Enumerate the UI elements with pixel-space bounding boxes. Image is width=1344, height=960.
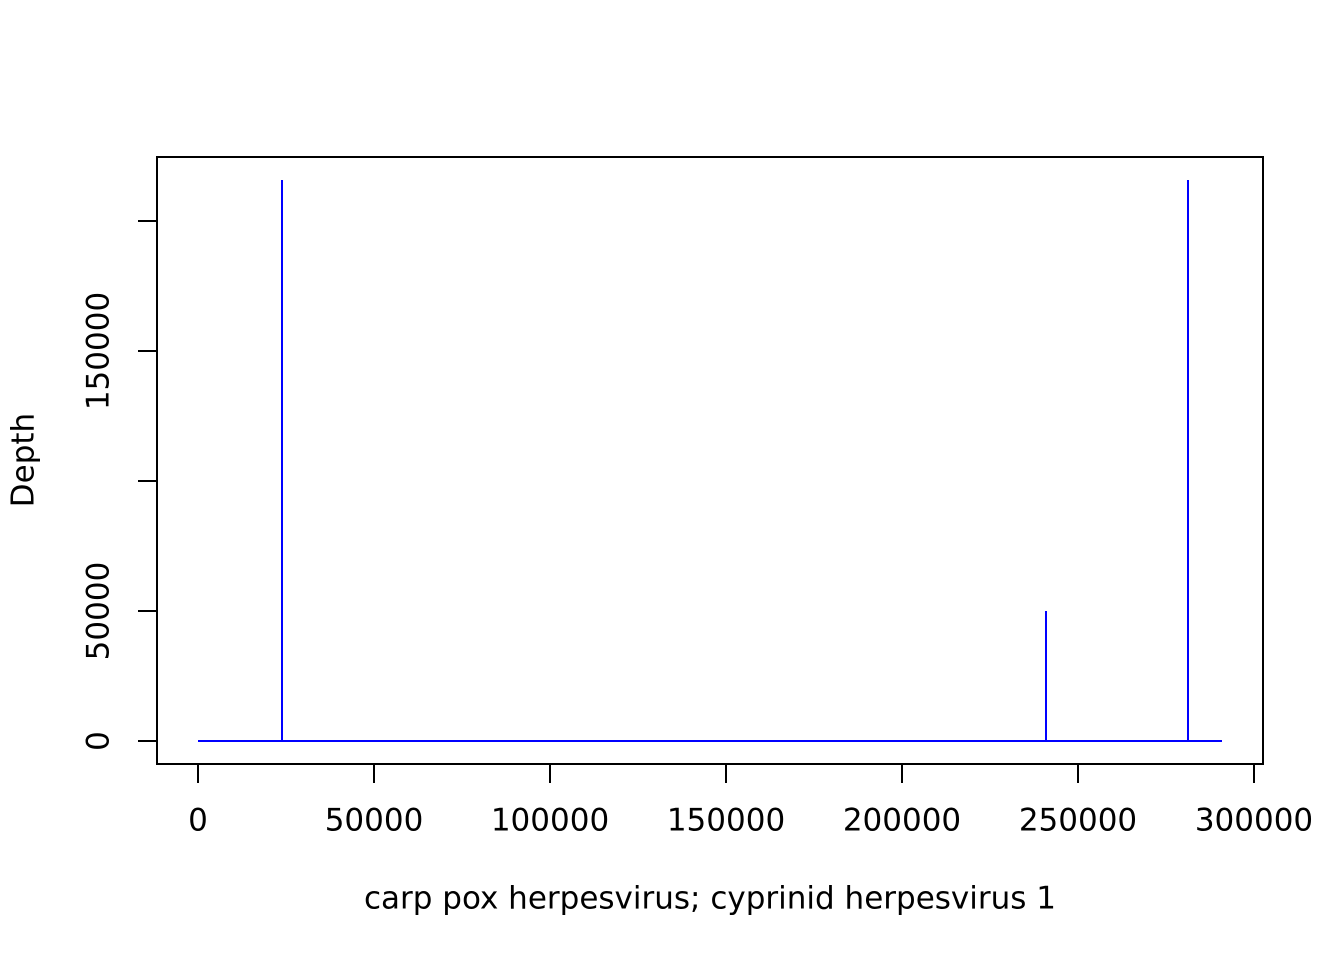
y-tick-label: 50000 [81, 562, 117, 661]
x-tick-label: 250000 [1019, 803, 1137, 839]
plot-frame [156, 156, 1264, 765]
x-tick-label: 200000 [843, 803, 961, 839]
y-tick-label: 150000 [81, 292, 117, 410]
x-tick-label: 100000 [491, 803, 609, 839]
x-tick-label: 150000 [667, 803, 785, 839]
data-line [198, 180, 1222, 742]
x-axis-label: carp pox herpesvirus; cyprinid herpesvir… [364, 881, 1056, 917]
x-tick-label: 0 [188, 803, 208, 839]
y-axis-label: Depth [6, 413, 42, 507]
x-tick-label: 300000 [1195, 803, 1313, 839]
y-tick-label: 0 [81, 731, 117, 751]
x-tick-label: 50000 [325, 803, 424, 839]
